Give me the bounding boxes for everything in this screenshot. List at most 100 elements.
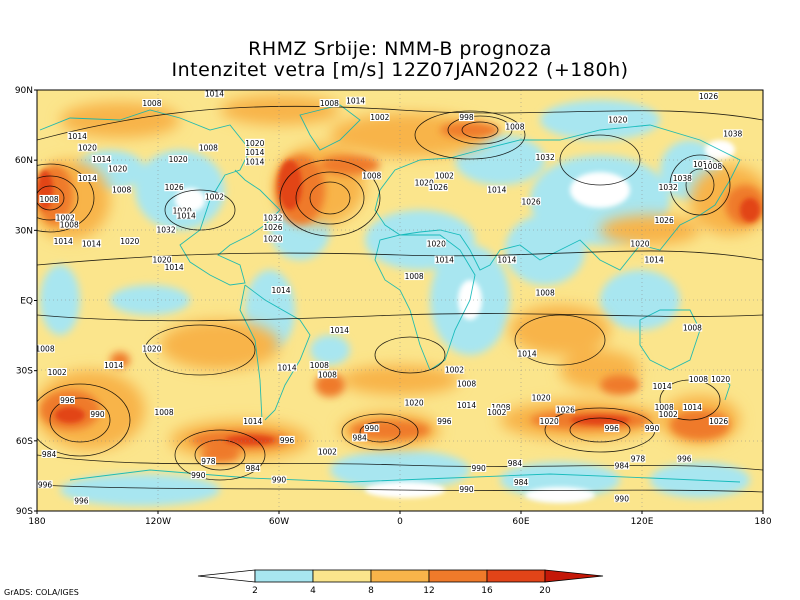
isobar-value: 996: [437, 417, 452, 426]
colorbar-label: 20: [539, 586, 551, 596]
isobar-label: 1020: [107, 164, 128, 174]
isobar-label-bg: [614, 461, 630, 470]
isobar-label: 996: [59, 396, 75, 405]
isobar-label-bg: [505, 122, 525, 131]
isobar-value: 1002: [56, 214, 75, 223]
lat-tick-label: EQ: [20, 297, 33, 307]
isobar-label: 1008: [535, 288, 555, 297]
isobar-label-bg: [91, 155, 112, 164]
isobar-value: 1008: [60, 221, 79, 230]
isobar-label-bg: [309, 360, 330, 369]
colorbar: 2 4 8 12 16 20: [197, 569, 604, 596]
isobar-label: 1008: [654, 403, 674, 412]
isobar-label-bg: [471, 463, 487, 472]
isobar-label-bg: [710, 375, 731, 384]
isobar-label-bg: [53, 237, 74, 246]
isobar-value: 996: [605, 424, 620, 433]
isobar-label-bg: [152, 255, 172, 264]
lat-tick-label: 90S: [16, 507, 33, 517]
isobar-label-bg: [107, 164, 128, 173]
isobar-value: 984: [615, 462, 630, 471]
lon-tick-label: 180: [754, 517, 771, 527]
isobar-label: 1020: [531, 393, 551, 403]
isobar-label: 1008: [505, 122, 525, 131]
isobar-value: 1020: [120, 237, 139, 246]
isobar-label-bg: [245, 138, 265, 147]
isobar-label: 1008: [682, 323, 703, 333]
lon-tick-label: 60E: [512, 517, 529, 527]
isobar-label: 1032: [263, 213, 283, 223]
isobar-label-bg: [535, 152, 555, 161]
isobar-value: 984: [246, 464, 261, 473]
isobar-label: 990: [364, 424, 380, 433]
isobar-label: 1014: [329, 325, 350, 335]
isobar-label: 1014: [682, 403, 703, 412]
isobar-label-bg: [263, 234, 283, 243]
colorbar-label: 2: [252, 586, 258, 596]
isobar-label-bg: [204, 90, 225, 98]
isobar-label: 1002: [444, 365, 465, 375]
isobar-value: 978: [631, 455, 646, 464]
lat-tick-label: 90N: [15, 86, 33, 96]
colorbar-segment: [486, 569, 546, 583]
isobar-value: 1014: [92, 155, 111, 164]
isobar-value: 1026: [165, 183, 184, 192]
footer-credit: GrADS: COLA/IGES: [4, 588, 79, 597]
isobar-label: 1020: [630, 239, 650, 248]
isobar-label: 1008: [317, 370, 338, 379]
isobar-label-bg: [41, 449, 57, 458]
isobar-label: 1026: [428, 183, 449, 192]
isobar-value: 1014: [245, 158, 264, 167]
isobar-value: 990: [459, 485, 474, 494]
lat-tick-label: 60N: [15, 156, 33, 166]
isobar-value: 1020: [608, 115, 627, 124]
isobar-label-bg: [654, 215, 674, 224]
isobar-label-bg: [444, 365, 465, 374]
isobar-value: 1026: [699, 92, 718, 101]
isobar-label-bg: [436, 417, 452, 426]
colorbar-segment: [428, 569, 488, 583]
isobar-value: 990: [272, 476, 287, 485]
isobar-label-bg: [119, 237, 140, 246]
isobar-label-bg: [111, 185, 132, 194]
isobar-label: 1020: [245, 138, 265, 148]
isobar-label-bg: [59, 220, 80, 229]
isobar-label: 1020: [608, 115, 628, 124]
isobar-label: 1008: [404, 272, 424, 281]
isobar-label: 1026: [654, 215, 674, 225]
lat-tick-label: 30S: [16, 367, 33, 377]
isobar-label: 1014: [345, 96, 366, 106]
map-title-line2: Intenzitet vetra [m/s] 12Z07JAN2022 (+18…: [171, 59, 629, 81]
isobar-label-bg: [37, 344, 55, 353]
isobar-label: 1026: [708, 417, 729, 426]
isobar-label-bg: [89, 410, 106, 419]
isobar-label-bg: [39, 194, 59, 203]
isobar-label-bg: [722, 129, 743, 138]
isobar-label-bg: [352, 433, 368, 442]
isobar-label: 1014: [456, 400, 477, 410]
isobar-label: 1008: [198, 143, 219, 152]
isobar-value: 1014: [177, 211, 196, 220]
isobar-label-bg: [614, 494, 630, 503]
isobar-label: 1020: [152, 255, 172, 265]
isobar-label: 1014: [176, 211, 197, 220]
isobar-value: 1014: [330, 326, 349, 335]
isobar-label: 1002: [658, 410, 679, 419]
isobar-label-bg: [190, 470, 206, 479]
isobar-value: 1020: [169, 155, 188, 164]
isobar-value: 1008: [310, 361, 329, 370]
isobar-label: 1014: [91, 155, 112, 164]
isobar-label: 990: [458, 484, 475, 494]
isobar-label: 984: [245, 463, 261, 473]
isobar-label-bg: [682, 403, 703, 412]
isobar-label: 1020: [142, 344, 162, 354]
isobar-label-bg: [317, 370, 338, 379]
isobar-label-bg: [497, 255, 517, 264]
isobar-label: 1014: [692, 159, 713, 169]
isobar-label: 1002: [487, 407, 507, 417]
isobar-label: 1014: [652, 382, 672, 391]
isobar-label: 1014: [77, 173, 98, 183]
isobar-label-bg: [67, 131, 88, 140]
isobar-value: 1014: [68, 132, 87, 141]
